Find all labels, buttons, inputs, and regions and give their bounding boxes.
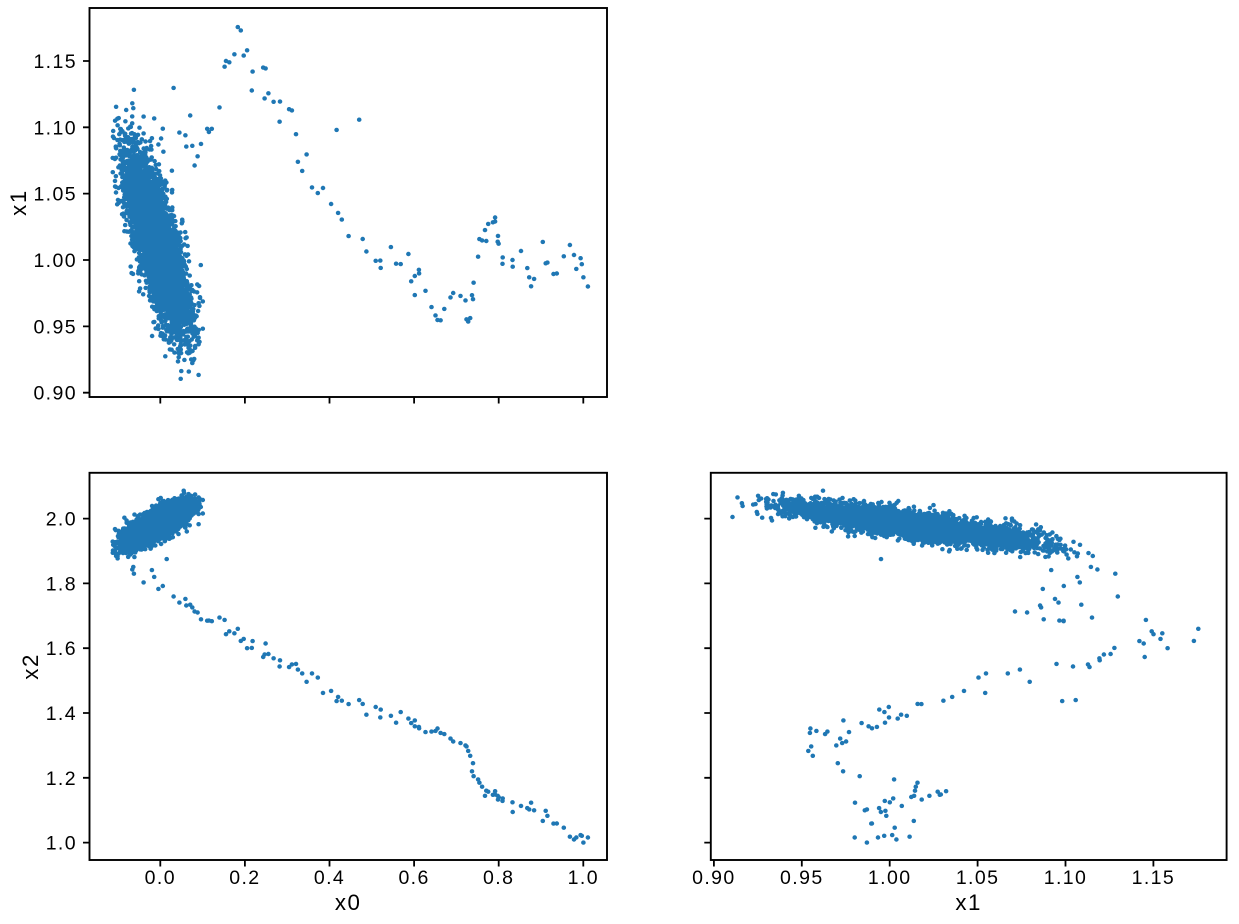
svg-text:1.15: 1.15 — [33, 51, 77, 73]
svg-text:1.05: 1.05 — [33, 184, 77, 206]
svg-text:1.0: 1.0 — [46, 833, 77, 855]
svg-text:0.90: 0.90 — [33, 383, 77, 405]
svg-text:1.6: 1.6 — [46, 638, 77, 660]
svg-text:0.6: 0.6 — [398, 867, 429, 889]
svg-text:x0: x0 — [335, 890, 362, 915]
svg-text:0.4: 0.4 — [314, 867, 345, 889]
svg-text:1.10: 1.10 — [1044, 867, 1088, 889]
svg-text:0.95: 0.95 — [780, 867, 824, 889]
svg-text:0.2: 0.2 — [229, 867, 260, 889]
svg-text:2.0: 2.0 — [46, 509, 77, 531]
svg-text:1.8: 1.8 — [46, 573, 77, 595]
svg-text:x1: x1 — [955, 890, 982, 915]
svg-text:1.4: 1.4 — [46, 703, 77, 725]
svg-text:0.95: 0.95 — [33, 316, 77, 338]
svg-text:1.00: 1.00 — [868, 867, 912, 889]
svg-text:0.8: 0.8 — [483, 867, 514, 889]
svg-text:x1: x1 — [6, 189, 31, 216]
svg-text:1.0: 1.0 — [568, 867, 599, 889]
svg-text:0.0: 0.0 — [145, 867, 176, 889]
svg-text:0.90: 0.90 — [692, 867, 736, 889]
svg-text:1.00: 1.00 — [33, 250, 77, 272]
svg-text:1.10: 1.10 — [33, 117, 77, 139]
svg-text:1.05: 1.05 — [956, 867, 1000, 889]
svg-text:1.15: 1.15 — [1132, 867, 1176, 889]
svg-text:x2: x2 — [18, 653, 43, 680]
svg-text:1.2: 1.2 — [46, 768, 77, 790]
